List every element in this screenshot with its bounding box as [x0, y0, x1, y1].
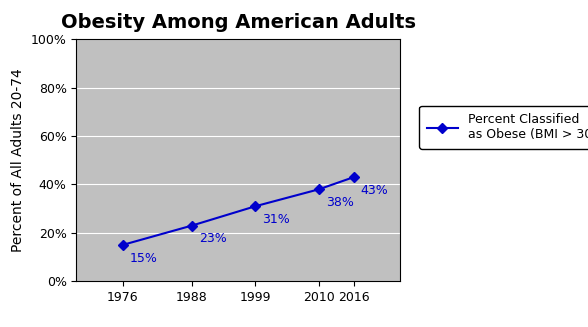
Title: Obesity Among American Adults: Obesity Among American Adults [61, 13, 416, 32]
Text: 23%: 23% [199, 232, 226, 245]
Percent Classified
as Obese (BMI > 30) [188, 224, 195, 228]
Legend: Percent Classified
as Obese (BMI > 30): Percent Classified as Obese (BMI > 30) [419, 106, 588, 149]
Percent Classified
as Obese (BMI > 30) [350, 175, 357, 179]
Percent Classified
as Obese (BMI > 30) [315, 187, 322, 191]
Line: Percent Classified
as Obese (BMI > 30): Percent Classified as Obese (BMI > 30) [119, 174, 357, 249]
Text: 31%: 31% [262, 213, 290, 226]
Percent Classified
as Obese (BMI > 30) [252, 204, 259, 208]
Y-axis label: Percent of All Adults 20-74: Percent of All Adults 20-74 [11, 68, 25, 252]
Text: 15%: 15% [129, 251, 158, 265]
Text: 38%: 38% [326, 196, 354, 209]
Percent Classified
as Obese (BMI > 30) [119, 243, 126, 247]
Text: 43%: 43% [360, 184, 388, 197]
